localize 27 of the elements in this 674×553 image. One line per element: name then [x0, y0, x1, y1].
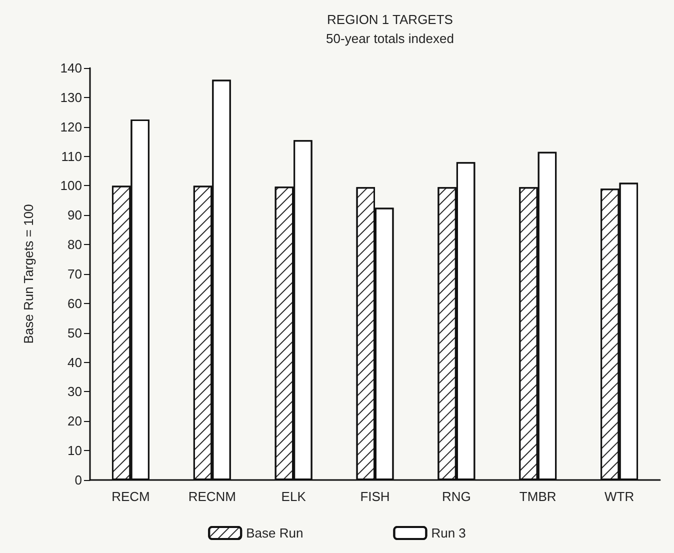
y-tick-label: 10: [68, 443, 82, 458]
x-tick-label: ELK: [281, 489, 306, 504]
y-tick-label: 110: [61, 148, 82, 164]
y-tick-label: 140: [60, 60, 82, 76]
x-tick-label: RECNM: [188, 489, 236, 504]
y-axis-title: Base Run Targets = 100: [21, 204, 36, 344]
y-tick-label: 130: [60, 90, 82, 105]
y-tick-label: 40: [68, 354, 82, 370]
y-tick-label: 20: [68, 414, 82, 429]
x-tick-label: FISH: [360, 489, 390, 504]
y-tick-label: 0: [74, 472, 82, 488]
y-tick-label: 60: [68, 296, 82, 311]
y-tick-label: 70: [68, 266, 82, 282]
x-tick-label: RNG: [442, 489, 471, 504]
legend-label: Run 3: [431, 526, 466, 540]
y-tick-label: 50: [68, 325, 82, 340]
chart-title: REGION 1 TARGETS: [327, 12, 454, 27]
chart-subtitle: 50-year totals indexed: [326, 31, 454, 46]
y-tick-label: 30: [68, 384, 82, 400]
y-tick-label: 90: [68, 208, 82, 223]
x-tick-label: WTR: [604, 489, 634, 504]
legend-label: Base Run: [246, 526, 304, 540]
y-tick-label: 100: [60, 178, 82, 194]
y-tick-label: 80: [68, 237, 82, 252]
x-tick-label: TMBR: [519, 489, 556, 504]
y-tick-label: 120: [60, 119, 82, 134]
x-tick-label: RECM: [112, 489, 150, 504]
